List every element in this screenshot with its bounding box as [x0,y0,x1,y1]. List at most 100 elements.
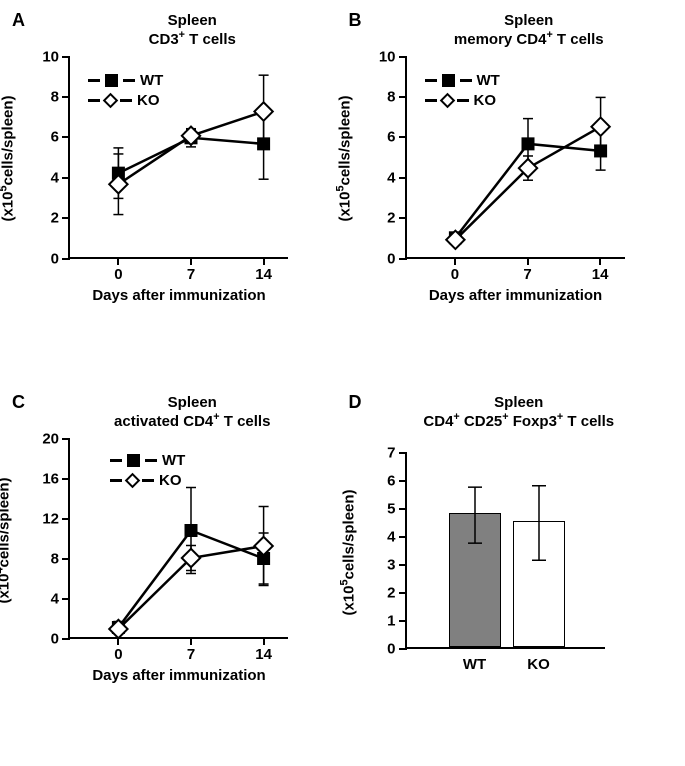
y-tick [399,648,407,650]
y-tick-label: 0 [51,630,59,647]
panel-a-plot: (x105cells/spleen) Days after immunizati… [68,57,288,259]
panel-c-title-line2: activated CD4+ T cells [114,413,270,430]
y-tick-label: 1 [387,612,395,629]
panel-b-label: B [349,10,362,31]
panel-a-title-line2: CD3+ T cells [149,31,236,48]
panel-b-chart: (x105cells/spleen) Days after immunizati… [405,57,676,259]
y-tick [399,564,407,566]
y-tick [62,217,70,219]
x-tick-label: 7 [187,646,195,663]
y-tick-label: 2 [387,584,395,601]
y-tick-label: 4 [51,169,59,186]
y-tick [62,56,70,58]
y-tick-label: 4 [387,528,395,545]
y-tick-label: 8 [387,88,395,105]
y-tick [62,438,70,440]
y-tick-label: 4 [387,169,395,186]
panel-c-title-line1: Spleen [168,394,217,411]
y-tick [399,508,407,510]
plot-svg [407,453,607,649]
plot-svg [70,439,290,639]
y-tick-label: 7 [387,444,395,461]
y-tick [399,620,407,622]
y-tick-label: 5 [387,500,395,517]
y-tick-label: 4 [51,590,59,607]
panel-d-ylabel: (x105cells/spleen) [338,489,357,615]
y-tick [62,638,70,640]
panel-c-label: C [12,392,25,413]
y-tick-label: 10 [379,48,396,65]
y-tick-label: 12 [42,510,59,527]
panel-b-title-line2: memory CD4+ T cells [454,31,604,48]
panel-c-xlabel: Days after immunization [92,667,265,684]
y-tick [399,592,407,594]
figure-grid: A Spleen CD3+ T cells (x105cells/spleen)… [0,0,685,766]
x-tick-label: 14 [255,646,272,663]
y-tick-label: 6 [387,129,395,146]
panel-a-title-line1: Spleen [168,12,217,29]
panel-d-title: Spleen CD4+ CD25+ Foxp3+ T cells [363,394,676,431]
y-tick-label: 2 [51,210,59,227]
y-tick-label: 2 [387,210,395,227]
panel-b-title-line1: Spleen [504,12,553,29]
x-tick-label: 7 [523,266,531,283]
y-tick [399,56,407,58]
panel-b-title: Spleen memory CD4+ T cells [383,12,676,49]
y-tick [62,558,70,560]
panel-d-label: D [349,392,362,413]
panel-c-plot: (x104cells/spleen) Days after immunizati… [68,439,288,639]
y-tick-label: 0 [387,640,395,657]
bar-x-label: KO [527,656,550,673]
y-tick-label: 16 [42,470,59,487]
panel-a-label: A [12,10,25,31]
panel-c-title: Spleen activated CD4+ T cells [46,394,339,431]
y-tick [399,452,407,454]
y-tick-label: 3 [387,556,395,573]
x-tick-label: 14 [592,266,609,283]
panel-d: D Spleen CD4+ CD25+ Foxp3+ T cells (x105… [343,392,676,756]
plot-svg [407,57,627,259]
y-tick-label: 0 [51,250,59,267]
y-tick [399,136,407,138]
y-tick-label: 6 [51,129,59,146]
y-tick [62,136,70,138]
panel-c-ylabel: (x104cells/spleen) [0,477,13,603]
panel-c-chart: (x104cells/spleen) Days after immunizati… [68,439,339,639]
panel-d-plot: (x105cells/spleen) 01234567WTKO [405,453,605,649]
y-tick [399,536,407,538]
y-tick-label: 10 [42,48,59,65]
panel-a-title: Spleen CD3+ T cells [46,12,339,49]
y-tick [399,96,407,98]
x-tick-label: 0 [114,266,122,283]
y-tick [62,177,70,179]
panel-b: B Spleen memory CD4+ T cells (x105cells/… [343,10,676,374]
x-tick-label: 0 [114,646,122,663]
panel-d-title-line2: CD4+ CD25+ Foxp3+ T cells [423,413,614,430]
y-tick [62,96,70,98]
y-tick-label: 20 [42,430,59,447]
y-tick [399,177,407,179]
panel-b-plot: (x105cells/spleen) Days after immunizati… [405,57,625,259]
panel-c: C Spleen activated CD4+ T cells (x104cel… [6,392,339,756]
bar-x-label: WT [463,656,486,673]
y-tick-label: 8 [51,88,59,105]
panel-d-chart: (x105cells/spleen) 01234567WTKO [405,453,676,649]
y-tick [62,478,70,480]
y-tick [399,258,407,260]
y-tick-label: 0 [387,250,395,267]
y-tick-label: 8 [51,550,59,567]
y-tick-label: 6 [387,472,395,489]
panel-b-ylabel: (x105cells/spleen) [334,95,353,221]
plot-svg [70,57,290,259]
panel-a-ylabel: (x105cells/spleen) [0,95,17,221]
panel-b-xlabel: Days after immunization [429,287,602,304]
panel-a-xlabel: Days after immunization [92,287,265,304]
x-tick-label: 7 [187,266,195,283]
panel-d-title-line1: Spleen [494,394,543,411]
y-tick [62,598,70,600]
panel-a-chart: (x105cells/spleen) Days after immunizati… [68,57,339,259]
y-tick [62,258,70,260]
x-tick-label: 0 [451,266,459,283]
y-tick [399,480,407,482]
y-tick [62,518,70,520]
